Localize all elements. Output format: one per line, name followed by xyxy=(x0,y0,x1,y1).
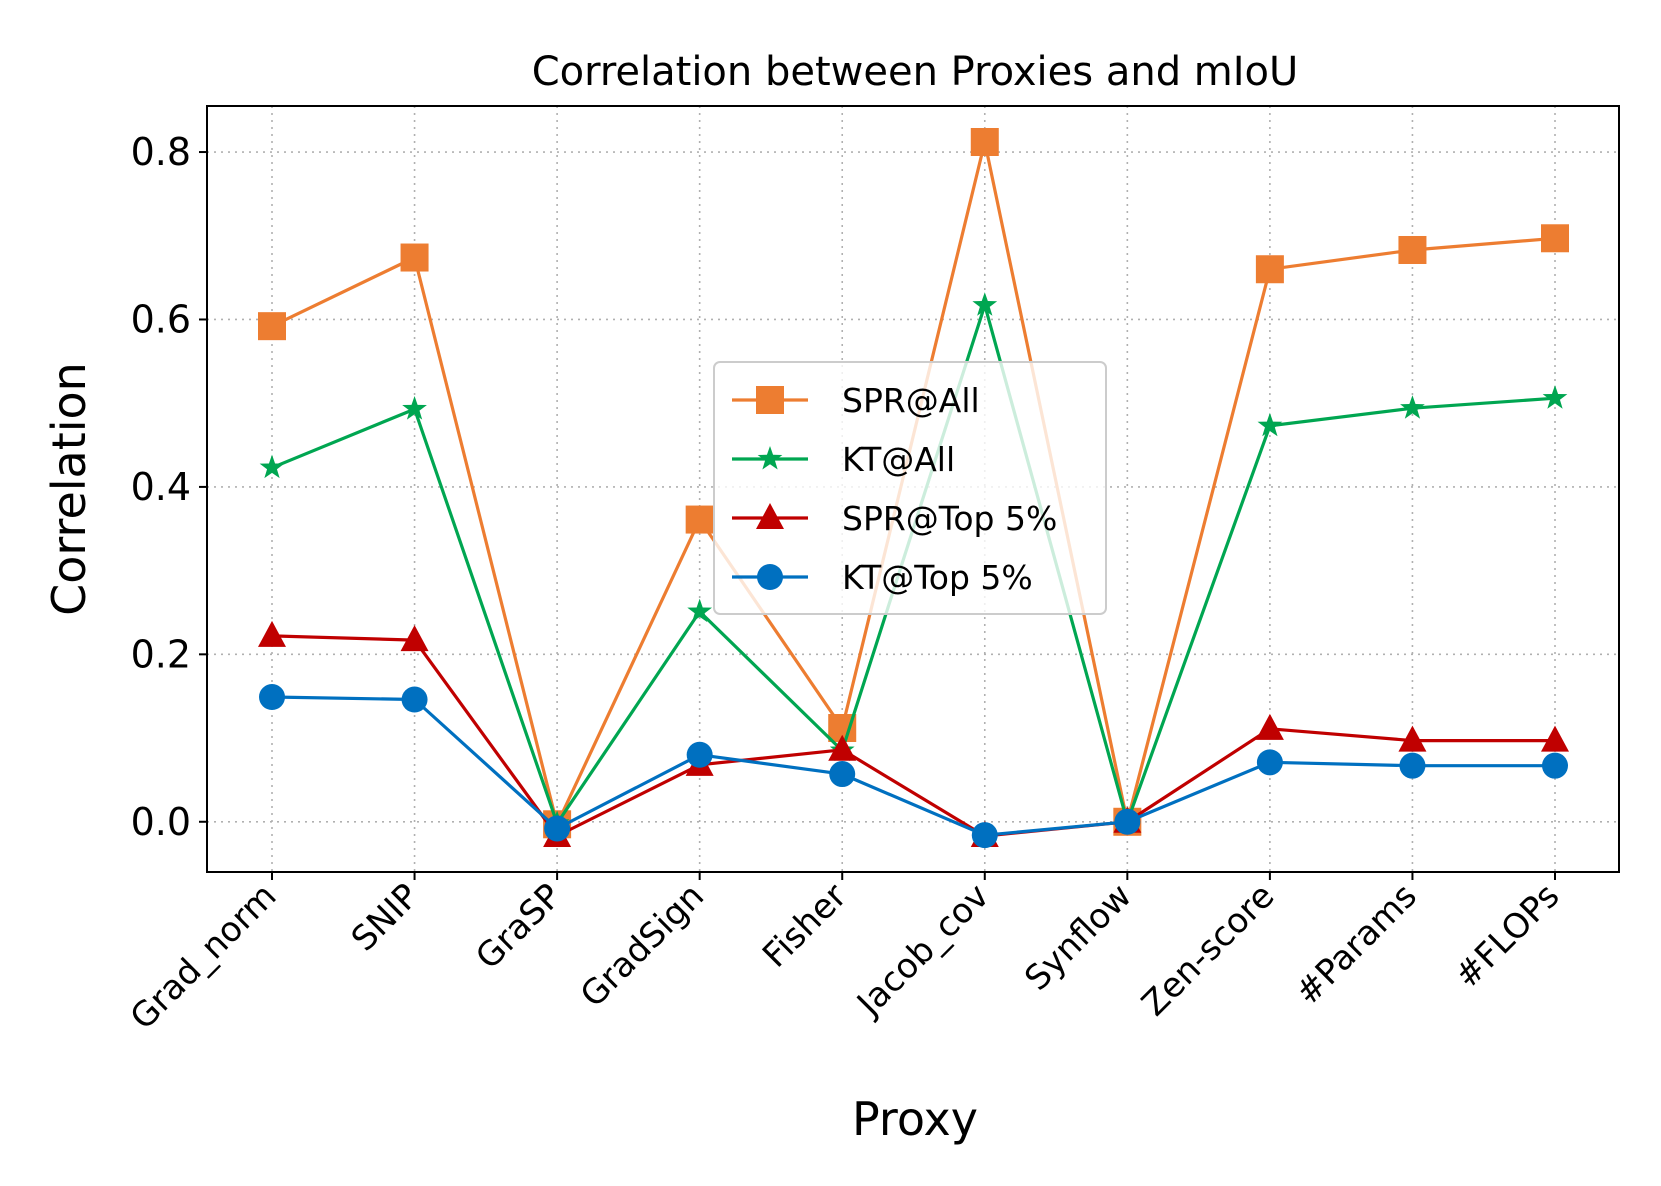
x-axis-label: Proxy xyxy=(852,1092,978,1146)
star-marker xyxy=(402,396,427,420)
circle-marker xyxy=(259,684,285,711)
star-marker xyxy=(972,292,998,316)
plot-frame xyxy=(206,105,1620,873)
triangle-marker xyxy=(1255,713,1284,740)
square-marker xyxy=(258,312,286,341)
y-tick-label: 0.8 xyxy=(131,130,191,174)
circle-marker xyxy=(971,822,998,849)
series-line xyxy=(271,634,1555,838)
y-tick-label: 0.4 xyxy=(131,465,191,509)
series-line xyxy=(271,695,1555,837)
legend-item-spr-top-5: SPR@Top 5% xyxy=(732,499,1057,538)
y-axis-label: Correlation xyxy=(42,362,96,616)
series-kt-top-5 xyxy=(259,684,1568,849)
star-marker xyxy=(259,454,285,479)
star-marker xyxy=(1400,395,1425,419)
chart-title: Correlation between Proxies and mIoU xyxy=(532,49,1299,95)
legend: SPR@All KT@All SPR@Top 5% KT@Top 5% xyxy=(713,361,1107,615)
circle-marker xyxy=(544,815,571,842)
y-tick-label: 0.2 xyxy=(131,632,191,676)
triangle-marker xyxy=(828,734,857,761)
star-marker xyxy=(1542,385,1568,409)
series-spr-top-5 xyxy=(258,620,1569,848)
legend-star-marker xyxy=(757,446,783,470)
y-tick-label: 0.6 xyxy=(131,297,191,341)
legend-circle-marker xyxy=(757,564,783,590)
triangle-marker xyxy=(1541,725,1569,752)
legend-item-kt-top-5: KT@Top 5% xyxy=(732,558,1033,597)
circle-marker xyxy=(1542,752,1568,779)
legend-label: KT@Top 5% xyxy=(842,558,1033,597)
circle-marker xyxy=(829,761,856,788)
triangle-marker xyxy=(1398,725,1427,752)
legend-square-marker xyxy=(756,386,784,414)
legend-label: SPR@All xyxy=(842,381,980,420)
circle-marker xyxy=(1256,749,1283,776)
triangle-marker xyxy=(400,625,429,652)
star-marker xyxy=(1257,412,1283,437)
legend-triangle-marker xyxy=(756,503,784,529)
legend-box xyxy=(713,361,1107,615)
legend-item-spr-all: SPR@All xyxy=(732,381,980,420)
circle-marker xyxy=(686,741,713,768)
triangle-marker xyxy=(258,620,286,647)
legend-label: KT@All xyxy=(842,440,955,479)
circle-marker xyxy=(401,686,428,713)
circle-marker xyxy=(1114,808,1141,835)
square-marker xyxy=(1398,235,1427,264)
square-marker xyxy=(1541,224,1569,253)
square-marker xyxy=(970,127,999,156)
square-marker xyxy=(400,243,429,272)
square-marker xyxy=(1255,255,1284,284)
circle-marker xyxy=(1399,752,1426,779)
series-layer xyxy=(258,127,1569,849)
star-marker xyxy=(687,598,713,623)
legend-label: SPR@Top 5% xyxy=(842,499,1057,538)
legend-item-kt-all: KT@All xyxy=(732,440,955,479)
y-tick-label: 0.0 xyxy=(131,800,191,844)
square-marker xyxy=(685,505,714,534)
